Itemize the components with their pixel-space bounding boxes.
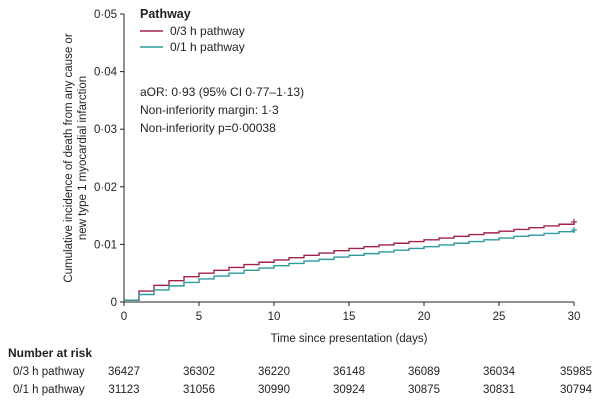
- risk-row-label: 0/1 h pathway: [13, 384, 85, 396]
- x-tick-label: 25: [493, 311, 506, 323]
- risk-cell: 30924: [333, 384, 366, 396]
- risk-cell: 31123: [108, 384, 139, 396]
- risk-cell: 30875: [408, 384, 440, 396]
- risk-cell: 35985: [560, 366, 592, 378]
- censor-mark: [571, 227, 577, 233]
- series-line-0-1h: [124, 230, 575, 301]
- legend: Pathway 0/3 h pathway 0/1 h pathway: [140, 7, 245, 54]
- annotation-text: aOR: 0·93 (95% CI 0·77–1·13): [140, 85, 304, 99]
- x-tick-label: 20: [418, 311, 431, 323]
- risk-cell: 36302: [183, 366, 215, 378]
- annotation-text: Non-inferiority p=0·00038: [140, 121, 276, 135]
- risk-cell: 36427: [108, 366, 140, 378]
- annotation-text: Non-inferiority margin: 1·3: [140, 103, 279, 117]
- legend-item-label: 0/3 h pathway: [170, 24, 245, 38]
- y-tick-label: 0·04: [94, 67, 118, 79]
- risk-table-title: Number at risk: [8, 346, 92, 360]
- risk-cell: 30990: [258, 384, 290, 396]
- y-tick-label: 0·02: [94, 182, 117, 194]
- series-line-0-3h: [124, 221, 575, 301]
- risk-cell: 30831: [483, 384, 515, 396]
- x-tick-label: 30: [568, 311, 581, 323]
- y-tick-label: 0·01: [94, 239, 117, 251]
- risk-cell: 36034: [483, 366, 516, 378]
- y-axis-ticks: 0 0·01 0·02 0·03 0·04 0·05: [94, 9, 124, 309]
- risk-cell: 36089: [408, 366, 440, 378]
- risk-cell: 30794: [560, 384, 593, 396]
- y-tick-label: 0·03: [94, 124, 117, 136]
- censor-mark: [571, 218, 577, 225]
- y-tick-label: 0: [111, 297, 117, 309]
- risk-cell: 31056: [183, 384, 215, 396]
- x-axis-title: Time since presentation (days): [271, 333, 428, 345]
- y-axis-title-line2: new type 1 myocardial infarction: [77, 76, 89, 240]
- x-tick-label: 15: [343, 311, 356, 323]
- legend-item-label: 0/1 h pathway: [170, 40, 245, 54]
- risk-row-label: 0/3 h pathway: [13, 366, 85, 378]
- number-at-risk-table: Number at risk 0/3 h pathway 36427 36302 362…: [8, 346, 593, 396]
- axes: [123, 14, 574, 303]
- series-group: [124, 218, 577, 301]
- risk-cell: 36148: [333, 366, 365, 378]
- annotations: aOR: 0·93 (95% CI 0·77–1·13) Non-inferior…: [140, 85, 304, 135]
- legend-title: Pathway: [140, 7, 191, 21]
- x-tick-label: 0: [121, 311, 127, 323]
- x-tick-label: 10: [268, 311, 281, 323]
- x-axis-ticks: 0 5 10 15 20 25 30: [121, 302, 581, 323]
- x-tick-label: 5: [196, 311, 202, 323]
- y-axis-title-line1: Cumulative incidence of death from any c…: [63, 33, 75, 282]
- risk-cell: 36220: [258, 366, 290, 378]
- y-tick-label: 0·05: [94, 9, 117, 21]
